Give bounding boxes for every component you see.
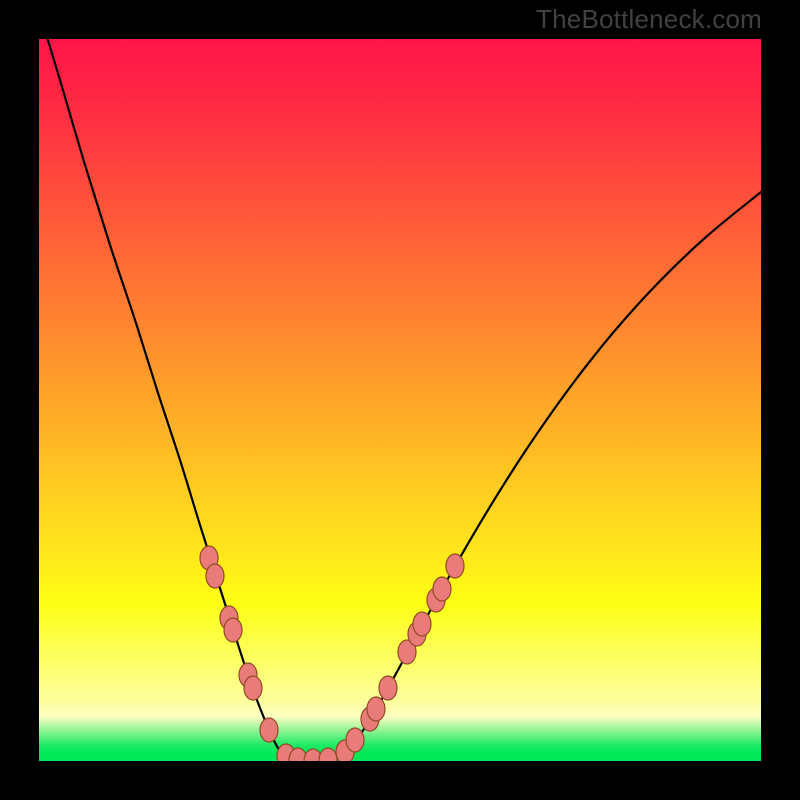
curve-marker [224,618,242,642]
curve-marker [346,728,364,752]
curve-marker [413,612,431,636]
curve-marker [367,697,385,721]
curve-marker [206,564,224,588]
curve-marker [446,554,464,578]
curve-marker [244,676,262,700]
curve-right [330,192,761,761]
curve-marker [260,718,278,742]
chart-overlay-svg [0,0,800,800]
curve-left [39,11,296,761]
curve-marker [319,748,337,772]
curve-marker [379,676,397,700]
curve-marker [433,577,451,601]
watermark-text: TheBottleneck.com [536,4,762,35]
